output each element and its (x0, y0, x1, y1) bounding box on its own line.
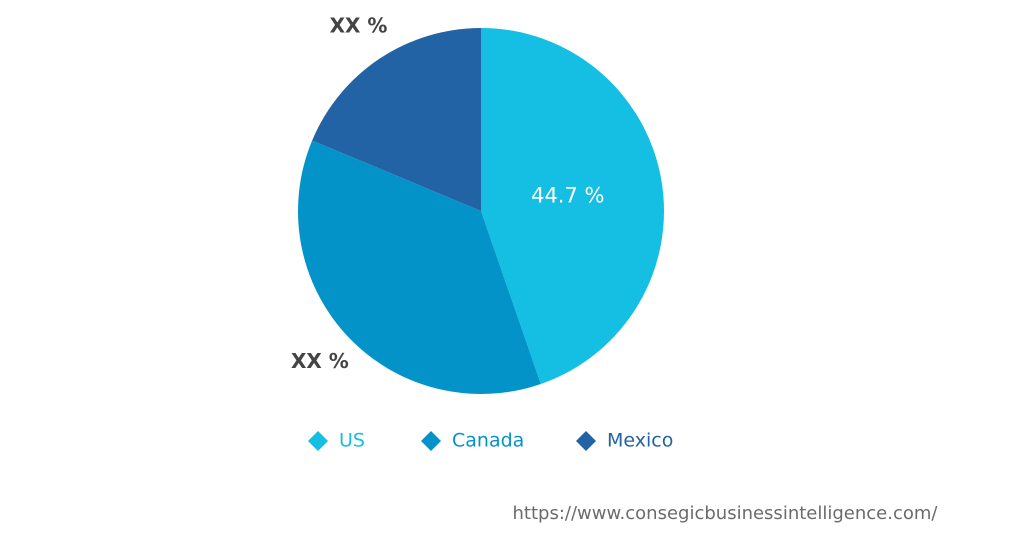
legend-label: Canada (452, 430, 524, 452)
legend-marker (421, 431, 441, 451)
legend-marker (576, 431, 596, 451)
pie-slice (312, 28, 481, 211)
source-url: https://www.consegicbusinessintelligence… (513, 503, 939, 524)
slice-label: 44.7 % (531, 183, 604, 207)
slice-label: XX % (291, 349, 349, 373)
slice-label: XX % (330, 14, 388, 38)
pie-slice (297, 140, 541, 394)
pie-slice (481, 28, 664, 384)
legend-label: Mexico (607, 430, 673, 452)
legend-marker (308, 431, 328, 451)
legend-label: US (339, 430, 365, 452)
